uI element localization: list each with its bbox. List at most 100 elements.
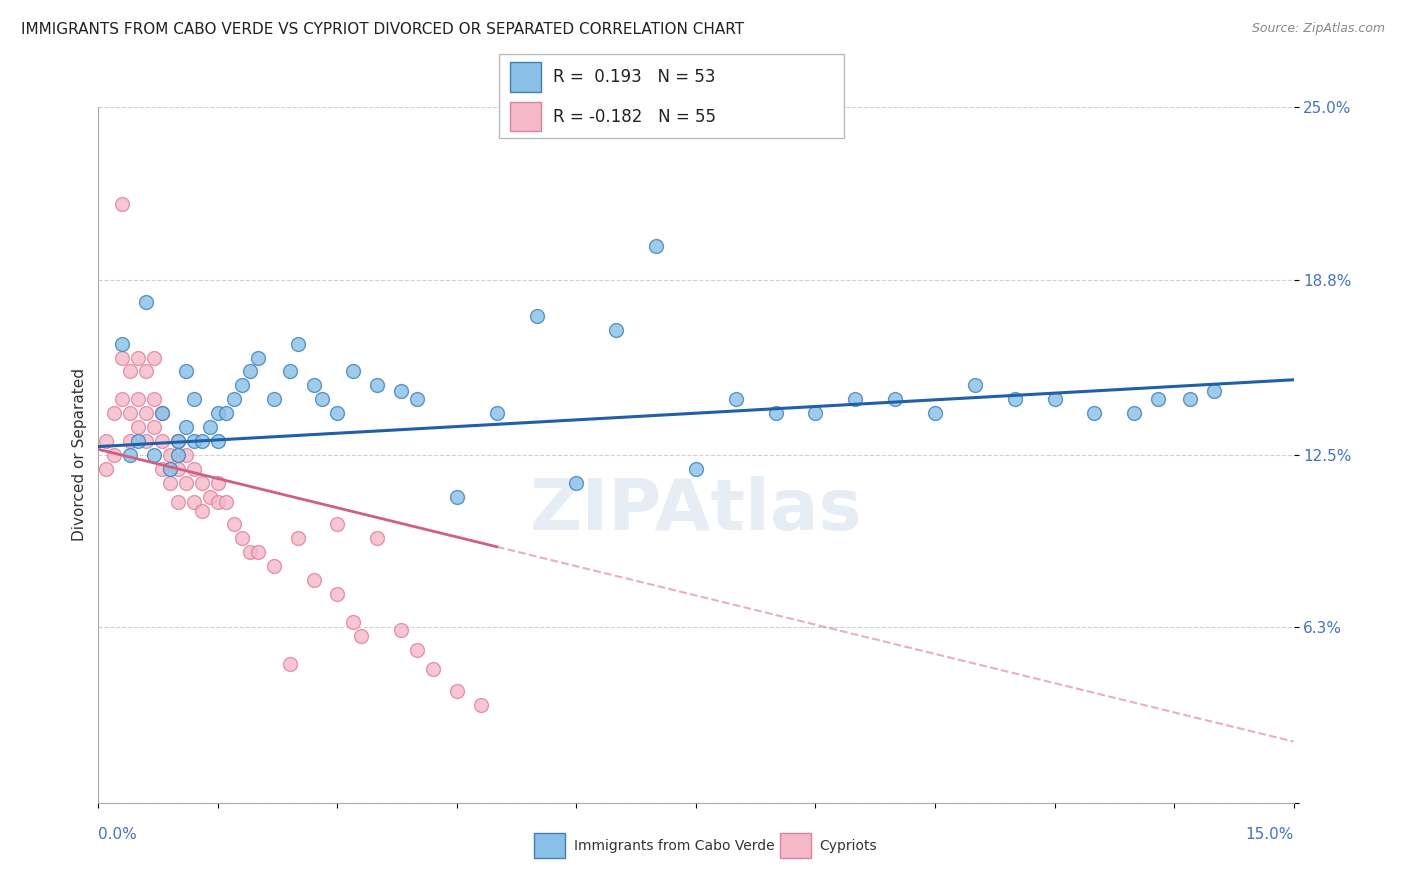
Point	[884, 392, 907, 407]
Point	[287, 532, 309, 546]
Point	[191, 434, 214, 448]
Point	[198, 490, 221, 504]
Point	[135, 434, 157, 448]
Point	[366, 532, 388, 546]
Point	[135, 364, 157, 378]
Point	[485, 406, 508, 420]
Point	[326, 517, 349, 532]
Point	[263, 392, 285, 407]
Point	[222, 392, 245, 407]
Point	[174, 420, 197, 434]
Point	[215, 495, 238, 509]
Text: Cypriots: Cypriots	[820, 838, 877, 853]
Point	[159, 448, 181, 462]
Text: 0.0%: 0.0%	[98, 827, 138, 841]
Point	[150, 406, 173, 420]
Point	[287, 336, 309, 351]
Point	[103, 406, 125, 420]
Point	[263, 559, 285, 574]
Point	[183, 462, 205, 476]
Point	[111, 336, 134, 351]
Point	[924, 406, 946, 420]
Point	[127, 434, 149, 448]
Point	[246, 351, 269, 365]
Point	[724, 392, 747, 407]
Point	[278, 657, 301, 671]
Point	[342, 364, 364, 378]
Point	[278, 364, 301, 378]
Point	[127, 392, 149, 407]
Y-axis label: Divorced or Separated: Divorced or Separated	[72, 368, 87, 541]
Point	[135, 406, 157, 420]
Point	[1004, 392, 1026, 407]
Point	[470, 698, 492, 713]
Point	[167, 434, 190, 448]
Point	[446, 490, 468, 504]
Point	[565, 475, 588, 490]
Point	[326, 587, 349, 601]
Point	[207, 434, 229, 448]
Point	[150, 434, 173, 448]
Text: ZIPAtlas: ZIPAtlas	[530, 476, 862, 545]
Point	[167, 462, 190, 476]
Point	[215, 406, 238, 420]
Point	[446, 684, 468, 698]
Point	[159, 475, 181, 490]
Point	[159, 462, 181, 476]
Text: 15.0%: 15.0%	[1246, 827, 1294, 841]
Point	[389, 384, 412, 398]
Point	[1147, 392, 1170, 407]
Point	[127, 351, 149, 365]
Point	[1178, 392, 1201, 407]
Text: IMMIGRANTS FROM CABO VERDE VS CYPRIOT DIVORCED OR SEPARATED CORRELATION CHART: IMMIGRANTS FROM CABO VERDE VS CYPRIOT DI…	[21, 22, 744, 37]
Point	[120, 406, 142, 420]
Point	[143, 392, 166, 407]
Point	[96, 462, 118, 476]
Point	[167, 495, 190, 509]
Point	[406, 642, 429, 657]
Point	[326, 406, 349, 420]
Point	[231, 378, 253, 392]
Point	[389, 624, 412, 638]
Text: R = -0.182   N = 55: R = -0.182 N = 55	[553, 108, 716, 126]
Point	[183, 392, 205, 407]
Point	[645, 239, 668, 253]
Point	[143, 420, 166, 434]
Point	[111, 392, 134, 407]
Point	[804, 406, 827, 420]
Point	[1202, 384, 1225, 398]
Point	[685, 462, 707, 476]
Point	[174, 364, 197, 378]
Point	[191, 475, 214, 490]
Point	[167, 434, 190, 448]
Point	[198, 420, 221, 434]
Point	[350, 629, 373, 643]
Point	[174, 475, 197, 490]
Point	[127, 420, 149, 434]
Text: Immigrants from Cabo Verde: Immigrants from Cabo Verde	[574, 838, 775, 853]
Point	[605, 323, 627, 337]
Point	[422, 662, 444, 676]
Text: Source: ZipAtlas.com: Source: ZipAtlas.com	[1251, 22, 1385, 36]
Point	[844, 392, 866, 407]
Point	[406, 392, 429, 407]
Point	[103, 448, 125, 462]
Point	[150, 462, 173, 476]
Point	[963, 378, 986, 392]
Point	[120, 434, 142, 448]
Point	[311, 392, 333, 407]
Point	[239, 545, 262, 559]
Point	[1083, 406, 1105, 420]
Point	[302, 573, 325, 587]
Point	[174, 448, 197, 462]
Point	[120, 364, 142, 378]
Point	[765, 406, 787, 420]
Point	[120, 448, 142, 462]
Point	[111, 351, 134, 365]
Point	[143, 448, 166, 462]
Text: R =  0.193   N = 53: R = 0.193 N = 53	[553, 69, 716, 87]
Point	[302, 378, 325, 392]
Point	[191, 503, 214, 517]
Point	[207, 406, 229, 420]
Point	[1123, 406, 1146, 420]
